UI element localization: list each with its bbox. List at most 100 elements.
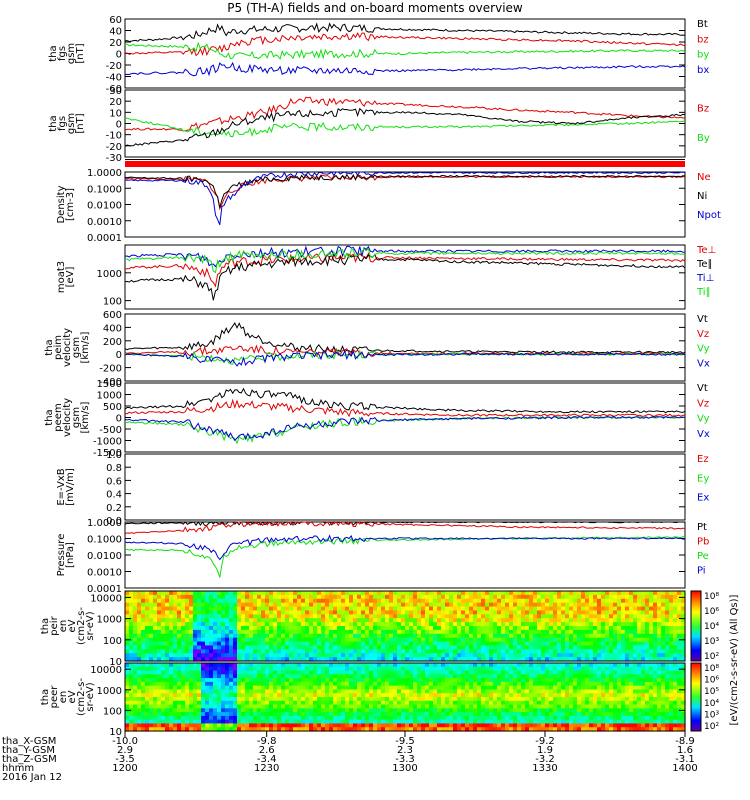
spectrogram-cell <box>617 663 622 668</box>
spectrogram-cell <box>633 610 638 615</box>
panel-frame <box>124 244 686 310</box>
spectrogram-cell <box>521 681 526 687</box>
spectrogram-cell <box>365 685 370 691</box>
spectrogram-cell <box>545 674 550 679</box>
spectrogram-cell <box>205 618 210 623</box>
spectrogram-cell <box>541 715 546 721</box>
spectrogram-cell <box>153 715 158 721</box>
spectrogram-cell <box>233 602 238 608</box>
spectrogram-cell <box>237 700 242 706</box>
spectrogram-cell <box>333 715 338 721</box>
spectrogram-cell <box>225 666 230 672</box>
spectrogram-cell <box>213 689 218 694</box>
spectrogram-cell <box>349 712 354 717</box>
spectrogram-cell <box>605 591 610 596</box>
spectrogram-cell <box>305 704 310 709</box>
spectrogram-cell <box>289 653 294 658</box>
spectrogram-cell <box>393 614 398 619</box>
spectrogram-cell <box>577 681 582 687</box>
spectrogram-cell <box>281 723 286 728</box>
spectrogram-cell <box>241 719 246 725</box>
spectrogram-cell <box>381 689 386 694</box>
spectrogram-cell <box>149 637 154 643</box>
spectrogram-cell <box>393 610 398 615</box>
spectrogram-cell <box>369 598 374 604</box>
spectrogram-cell <box>669 614 674 619</box>
spectrogram-cell <box>565 610 570 615</box>
spectrogram-cell <box>385 693 390 698</box>
spectrogram-cell <box>133 727 138 732</box>
spectrogram-cell <box>133 629 138 635</box>
spectrogram-cell <box>385 614 390 619</box>
spectrogram-cell <box>301 614 306 619</box>
spectrogram-cell <box>229 689 234 694</box>
spectrogram-cell <box>389 719 394 725</box>
spectrogram-cell <box>193 602 198 608</box>
spectrogram-cell <box>609 704 614 709</box>
spectrogram-cell <box>273 591 278 596</box>
spectrogram-cell <box>569 708 574 713</box>
spectrogram-cell <box>157 689 162 694</box>
spectrogram-cell <box>477 653 482 658</box>
spectrogram-cell <box>377 723 382 728</box>
spectrogram-cell <box>369 610 374 615</box>
spectrogram-cell <box>601 657 606 662</box>
spectrogram-cell <box>521 591 526 596</box>
spectrogram-cell <box>233 629 238 635</box>
spectrogram-cell <box>153 653 158 658</box>
spectrogram-cell <box>297 598 302 604</box>
spectrogram-cell <box>673 614 678 619</box>
spectrogram-cell <box>157 653 162 658</box>
spectrogram-cell <box>489 594 494 600</box>
spectrogram-cell <box>353 685 358 691</box>
spectrogram-cell <box>237 681 242 687</box>
spectrogram-cell <box>193 681 198 687</box>
spectrogram-cell <box>281 666 286 672</box>
spectrogram-cell <box>549 715 554 721</box>
spectrogram-cell <box>329 602 334 608</box>
spectrogram-cell <box>369 591 374 596</box>
spectrogram-cell <box>233 693 238 698</box>
spectrogram-cell <box>561 689 566 694</box>
spectrogram-cell <box>225 653 230 658</box>
spectrogram-cell <box>129 708 134 713</box>
spectrogram-cell <box>309 618 314 623</box>
spectrogram-cell <box>669 618 674 623</box>
spectrogram-cell <box>465 626 470 631</box>
spectrogram-cell <box>505 649 510 654</box>
spectrogram-cell <box>589 602 594 608</box>
spectrogram-cell <box>301 674 306 679</box>
series-line-by <box>125 41 686 61</box>
spectrogram-cell <box>221 598 226 604</box>
spectrogram-cell <box>333 614 338 619</box>
spectrogram-cell <box>569 723 574 728</box>
spectrogram-cell <box>201 610 206 615</box>
spectrogram-cell <box>213 618 218 623</box>
spectrogram-cell <box>473 637 478 643</box>
spectrogram-cell <box>449 626 454 631</box>
spectrogram-cell <box>381 670 386 675</box>
spectrogram-cell <box>305 666 310 672</box>
spectrogram-cell <box>633 594 638 600</box>
spectrogram-cell <box>681 606 686 612</box>
spectrogram-cell <box>449 708 454 713</box>
spectrogram-cell <box>493 618 498 623</box>
spectrogram-cell <box>585 633 590 639</box>
spectrogram-cell <box>501 618 506 623</box>
spectrogram-cell <box>229 594 234 600</box>
spectrogram-cell <box>469 657 474 662</box>
spectrogram-cell <box>629 629 634 635</box>
spectrogram-cell <box>229 598 234 604</box>
spectrogram-cell <box>421 657 426 662</box>
spectrogram-cell <box>273 697 278 702</box>
spectrogram-cell <box>405 614 410 619</box>
spectrogram-cell <box>357 666 362 672</box>
series-line-Vz <box>124 398 686 418</box>
spectrogram-cell <box>329 681 334 687</box>
spectrogram-cell <box>373 693 378 698</box>
spectrogram-cell <box>433 622 438 627</box>
spectrogram-cell <box>201 689 206 694</box>
spectrogram-cell <box>225 689 230 694</box>
spectrogram-cell <box>545 594 550 600</box>
spectrogram-cell <box>353 704 358 709</box>
